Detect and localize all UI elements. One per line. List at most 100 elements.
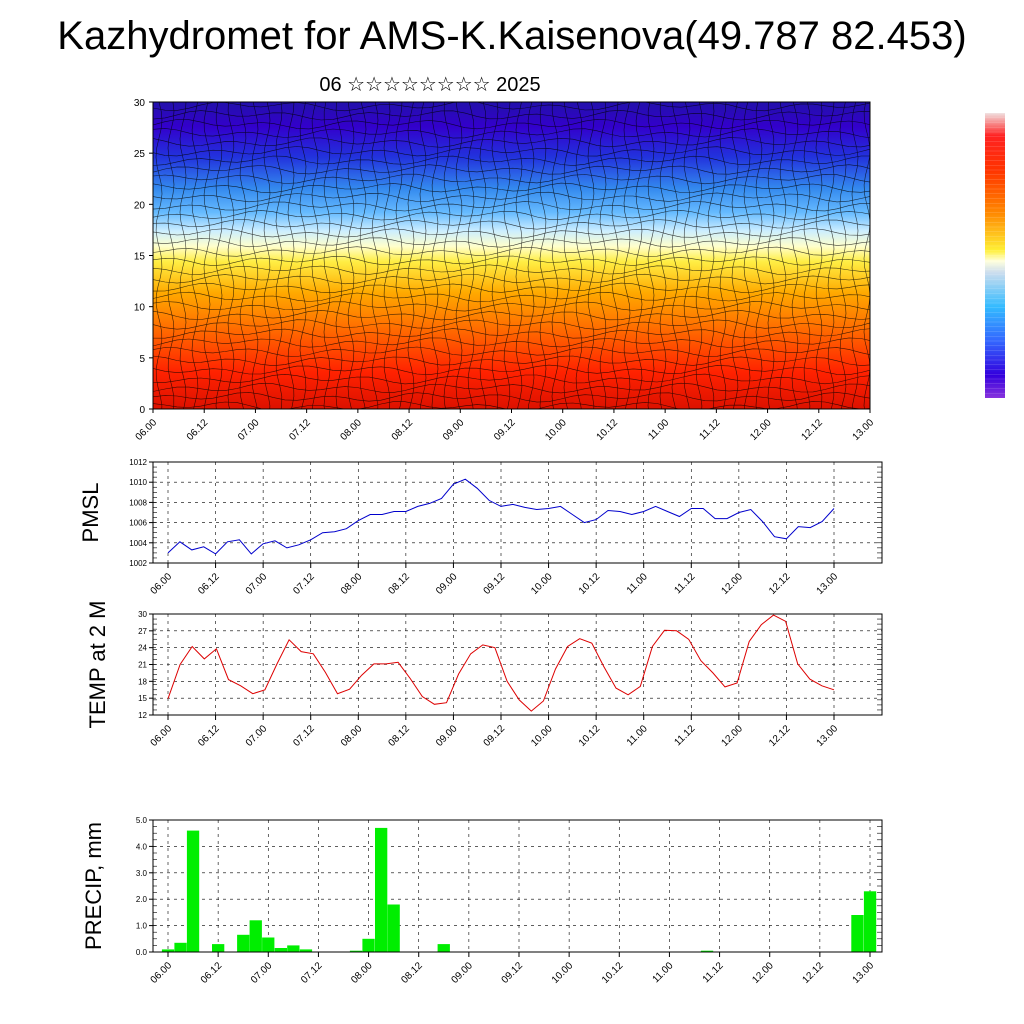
barb-row (153, 301, 870, 312)
x-tick-label: 10.12 (577, 723, 603, 749)
y-tick-label: 24 (138, 644, 147, 653)
barb-col (407, 102, 415, 409)
precip-bar (362, 938, 375, 952)
barb-row (153, 328, 870, 339)
barb-col (287, 102, 295, 409)
barb-row (153, 355, 870, 367)
precip-bar (863, 891, 877, 952)
y-tick-label: 18 (138, 677, 147, 686)
barb-col (587, 102, 595, 409)
y-tick-label: 2.0 (136, 895, 148, 904)
precip-bar (262, 937, 275, 952)
y-axis-title: PMSL (78, 483, 103, 543)
precip-bar (437, 944, 450, 952)
y-tick-label: 30 (134, 98, 146, 109)
y-tick-label: 20 (134, 200, 146, 211)
x-tick-label: 12.00 (720, 723, 746, 749)
x-tick-label: 11.00 (625, 571, 650, 596)
barb-row (153, 128, 870, 139)
barb-col (251, 102, 259, 409)
barb-col (239, 102, 247, 409)
x-tick-label: 06.00 (149, 723, 175, 749)
x-tick-label: 10.00 (529, 723, 555, 749)
x-tick-label: 12.00 (748, 417, 774, 443)
barb-row (153, 255, 870, 267)
x-tick-label: 06.12 (196, 571, 222, 597)
barb-col (335, 102, 343, 409)
barb-col (839, 102, 847, 409)
series-line (167, 614, 835, 712)
y-tick-label: 25 (134, 149, 146, 160)
barb-col (371, 102, 379, 409)
barb-col (707, 102, 715, 409)
y-tick-label: 1006 (129, 519, 147, 528)
y-tick-label: 30 (138, 610, 147, 619)
x-tick-label: 08.12 (390, 417, 416, 443)
y-tick-label: 5 (139, 354, 145, 365)
x-tick-label: 07.00 (244, 571, 270, 597)
barb-row (153, 264, 870, 275)
barb-col (311, 102, 319, 409)
barb-row (153, 237, 870, 248)
barb-col (167, 102, 175, 409)
barb-col (299, 102, 307, 409)
barb-col (623, 102, 631, 409)
barb-col (455, 102, 463, 409)
x-tick-label: 07.00 (236, 417, 262, 443)
x-tick-label: 09.12 (500, 960, 526, 986)
barb-col (491, 102, 499, 409)
precip-chart: 0.0 1.0 2.0 3.0 4.0 5.0 06.00 06.12 07.00 07.12 08… (81, 816, 883, 986)
x-tick-label: 09.00 (450, 960, 476, 986)
colorbar-fill (985, 113, 1005, 398)
y-axis-title: TEMP at 2 M (85, 601, 110, 729)
y-tick-label: 1008 (129, 498, 147, 507)
y-tick-label: 15 (134, 252, 146, 263)
barb-col (791, 102, 799, 409)
x-tick-label: 09.00 (441, 417, 467, 443)
barb-col (815, 102, 823, 409)
x-tick-label: 06.12 (196, 723, 222, 749)
precip-bar (212, 944, 225, 952)
barb-col (347, 102, 355, 409)
barb-row (153, 164, 870, 175)
y-tick-label: 0.0 (136, 948, 148, 957)
barb-col (803, 102, 811, 409)
x-tick-label: 08.12 (399, 960, 425, 986)
barb-col (647, 102, 655, 409)
barb-row (153, 246, 870, 257)
x-tick-label: 07.12 (287, 417, 313, 443)
barb-col (359, 102, 367, 409)
y-tick-label: 3.0 (136, 869, 148, 878)
y-tick-label: 27 (138, 627, 147, 636)
x-tick-label: 13.00 (851, 960, 877, 986)
y-axis-title: PRECIP, mm (81, 822, 106, 950)
y-tick-label: 10 (134, 303, 146, 314)
barb-row (153, 373, 870, 385)
barb-col (731, 102, 739, 409)
y-tick-label: 5.0 (136, 816, 148, 825)
x-tick-label: 06.00 (149, 960, 175, 986)
barb-col (155, 102, 163, 409)
x-tick-label: 08.12 (387, 723, 413, 749)
x-tick-label: 11.00 (646, 417, 671, 442)
x-tick-label: 09.12 (492, 417, 518, 443)
x-tick-label: 11.00 (625, 723, 650, 748)
x-tick-label: 10.12 (577, 571, 603, 597)
barb-col (851, 102, 859, 409)
x-tick-label: 11.12 (672, 723, 697, 748)
panel-frame (152, 819, 883, 953)
barb-col (755, 102, 763, 409)
barb-row (153, 182, 870, 194)
barb-col (599, 102, 607, 409)
temp-chart: 12 15 18 21 24 27 30 06.00 06.12 07.00 07.12 08.00 0… (85, 601, 883, 749)
x-tick-label: 10.12 (595, 417, 621, 443)
x-tick-label: 12.00 (720, 571, 746, 597)
barb-col (443, 102, 451, 409)
barb-row (153, 291, 870, 303)
barb-col (551, 102, 559, 409)
barb-row (153, 191, 870, 203)
x-tick-label: 08.00 (339, 417, 365, 443)
barb-col (383, 102, 391, 409)
barb-col (767, 102, 775, 409)
x-tick-label: 12.00 (750, 960, 776, 986)
